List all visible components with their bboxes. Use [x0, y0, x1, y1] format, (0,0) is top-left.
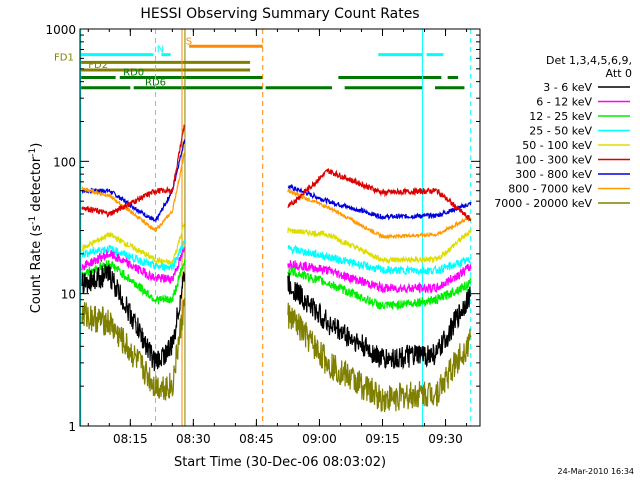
y-axis-label-main: Count Rate (s	[29, 225, 44, 314]
series-line	[287, 266, 472, 311]
legend-entry-label: 12 - 25 keV	[529, 110, 592, 123]
y-tick-label: 1	[68, 420, 76, 434]
flag-label: RD0	[123, 68, 144, 79]
x-tick-label: 09:30	[428, 432, 463, 446]
y-axis-label-mid: detector	[29, 156, 44, 216]
series-line	[81, 264, 186, 372]
legend-entry-label: 25 - 50 keV	[529, 125, 592, 138]
series-line	[287, 244, 472, 276]
legend-header-2: Att 0	[606, 67, 632, 80]
flag-label: FD1	[54, 52, 74, 63]
y-axis-label-sup1: -1	[28, 216, 38, 225]
y-tick-label: 100	[53, 155, 76, 169]
flag-label: FD2	[88, 60, 108, 71]
x-tick-label: 08:15	[113, 432, 148, 446]
y-axis-label-sup2: -1	[28, 148, 38, 157]
series-line	[81, 222, 185, 266]
series-line	[287, 168, 472, 222]
series-line	[287, 260, 472, 295]
y-axis-label-end: )	[29, 143, 44, 148]
plot-frame	[79, 28, 481, 427]
flag-label: S	[186, 36, 192, 47]
series-line	[81, 247, 186, 285]
x-axis-ticks: 08:15 08:30 08:45 09:00 09:15 09:30	[87, 29, 468, 446]
x-axis-label: Start Time (30-Dec-06 08:03:02)	[174, 455, 386, 470]
series-line	[287, 302, 472, 413]
y-tick-label: 1000	[45, 23, 76, 37]
x-tick-label: 08:45	[239, 432, 274, 446]
y-axis-label: Count Rate (s-1 detector-1)	[28, 143, 44, 314]
series-line	[81, 124, 185, 219]
legend-entry-label: 300 - 800 keV	[515, 168, 592, 181]
legend: Det 1,3,4,5,6,9, Att 0 3 - 6 keV 6 - 12 k…	[494, 54, 632, 210]
series-line	[81, 298, 186, 401]
chart-title: HESSI Observing Summary Count Rates	[140, 6, 419, 22]
x-tick-label: 08:30	[176, 432, 211, 446]
series-line	[287, 226, 472, 265]
legend-entry-label: 800 - 7000 keV	[508, 183, 592, 196]
legend-entry-label: 50 - 100 keV	[522, 139, 592, 152]
y-axis-ticks: 1 10 100 1000	[45, 23, 480, 434]
footer-timestamp: 24-Mar-2010 16:34	[558, 467, 635, 476]
legend-entry-label: 100 - 300 keV	[515, 154, 592, 167]
x-tick-label: 09:15	[365, 432, 400, 446]
legend-header-1: Det 1,3,4,5,6,9,	[546, 54, 632, 67]
legend-entry-label: 3 - 6 keV	[543, 81, 592, 94]
series-line	[81, 139, 186, 223]
series-lines	[81, 124, 472, 413]
flag-label: N	[157, 45, 164, 56]
legend-entry-label: 6 - 12 keV	[536, 96, 592, 109]
series-line	[287, 183, 472, 221]
legend-entry-label: 7000 - 20000 keV	[494, 197, 592, 210]
y-tick-label: 10	[61, 288, 76, 302]
series-line	[287, 272, 472, 370]
x-tick-label: 09:00	[302, 432, 337, 446]
series-line	[81, 240, 186, 272]
series-line	[287, 189, 472, 240]
series-line	[81, 152, 185, 233]
